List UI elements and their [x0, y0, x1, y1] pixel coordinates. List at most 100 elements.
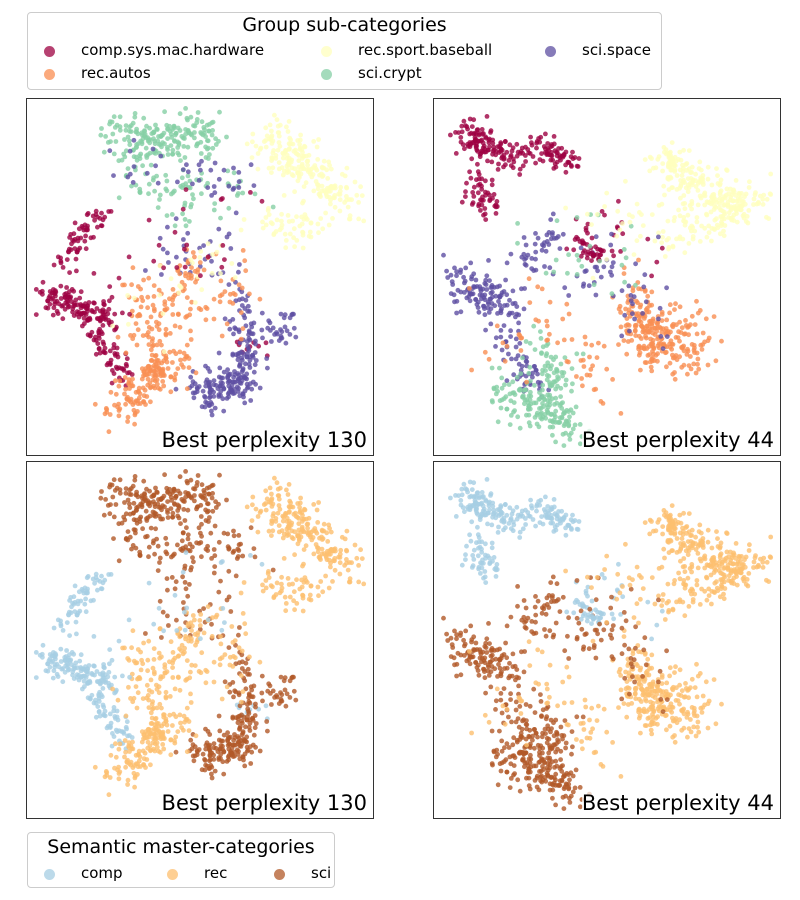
data-point	[540, 242, 545, 248]
data-point	[696, 166, 702, 171]
data-point	[638, 319, 644, 325]
data-point	[279, 574, 284, 580]
data-point	[582, 269, 588, 274]
data-point	[305, 162, 310, 168]
data-point	[345, 204, 351, 210]
data-point	[121, 514, 127, 520]
data-point	[162, 665, 168, 670]
data-point	[638, 233, 643, 239]
data-point	[173, 734, 179, 740]
data-point	[311, 188, 317, 194]
data-point	[551, 141, 557, 147]
data-point	[183, 273, 188, 279]
data-point	[201, 243, 207, 249]
data-point	[187, 219, 192, 224]
data-point	[558, 361, 564, 367]
data-point	[554, 150, 559, 155]
data-point	[469, 156, 475, 162]
data-point	[274, 480, 280, 486]
data-point	[698, 558, 704, 564]
data-point	[168, 276, 174, 282]
data-point	[132, 474, 138, 479]
data-point	[98, 692, 104, 698]
data-point	[181, 350, 187, 356]
data-point	[111, 114, 117, 120]
data-point	[282, 594, 288, 600]
data-point	[211, 316, 217, 322]
data-point	[183, 469, 189, 474]
data-point	[122, 137, 127, 142]
data-point	[116, 558, 122, 564]
data-point	[184, 749, 190, 755]
data-point	[131, 695, 137, 701]
data-point	[655, 336, 660, 342]
data-point	[175, 366, 181, 371]
data-point	[138, 304, 144, 310]
data-point	[488, 321, 494, 327]
data-point	[484, 273, 490, 279]
data-point	[244, 381, 250, 387]
data-point	[649, 212, 655, 217]
data-point	[272, 112, 277, 118]
data-point	[508, 163, 514, 168]
data-point	[170, 514, 176, 520]
data-point	[689, 170, 694, 175]
data-point	[562, 421, 568, 427]
data-point	[270, 584, 275, 590]
data-point	[98, 329, 104, 335]
data-point	[180, 167, 186, 172]
data-point	[269, 491, 274, 497]
data-point	[148, 314, 154, 320]
data-point	[502, 303, 507, 308]
data-point	[768, 555, 774, 560]
data-point	[211, 547, 217, 552]
data-point	[543, 131, 548, 137]
data-point	[514, 516, 520, 522]
data-point	[463, 557, 468, 562]
data-point	[266, 528, 272, 534]
data-point	[91, 663, 96, 669]
data-point	[172, 592, 178, 598]
data-point	[540, 344, 546, 350]
data-point	[525, 252, 531, 258]
data-point	[473, 494, 479, 500]
data-point	[123, 486, 129, 491]
data-point	[209, 775, 215, 781]
data-point	[479, 127, 485, 132]
data-point	[185, 144, 191, 150]
data-point	[105, 311, 111, 317]
data-point	[208, 394, 213, 399]
data-point	[502, 382, 507, 388]
data-point	[478, 208, 483, 213]
data-point	[255, 166, 261, 172]
data-point	[214, 612, 220, 618]
data-point	[100, 702, 106, 708]
data-point	[569, 366, 575, 371]
data-point	[559, 516, 565, 522]
data-point	[561, 443, 567, 448]
data-point	[467, 291, 473, 297]
data-point	[319, 183, 325, 189]
data-point	[165, 729, 171, 734]
data-point	[677, 548, 682, 554]
legend-marker	[321, 69, 332, 80]
data-point	[182, 246, 187, 252]
data-point	[140, 298, 146, 304]
data-point	[496, 513, 502, 518]
data-point	[214, 249, 220, 255]
data-point	[252, 362, 258, 368]
data-point	[489, 283, 495, 288]
data-point	[165, 147, 171, 152]
data-point	[352, 542, 358, 548]
data-point	[698, 541, 704, 546]
data-point	[498, 509, 504, 514]
data-point	[597, 258, 602, 264]
data-point	[574, 351, 580, 357]
data-point	[77, 295, 83, 301]
scatter-plot	[441, 114, 774, 448]
data-point	[481, 212, 486, 218]
data-point	[198, 273, 203, 279]
data-point	[482, 146, 488, 152]
data-point	[129, 282, 134, 288]
data-point	[510, 288, 516, 294]
